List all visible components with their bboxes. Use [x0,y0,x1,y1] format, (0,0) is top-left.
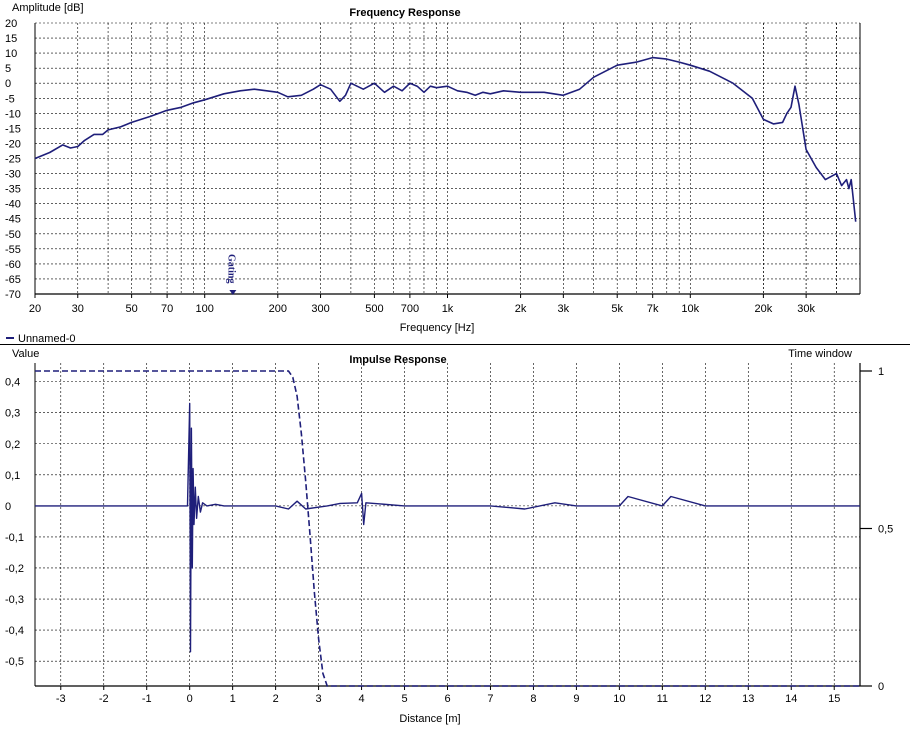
fr-ytick-label: 5 [5,63,11,75]
fr-xtick-label: 700 [401,303,419,315]
fr-ytick-label: -40 [5,199,21,211]
ir-y2tick-label: 0,5 [878,524,893,536]
fr-ytick-label: -20 [5,138,21,150]
ir-ytick-label: 0 [5,501,11,513]
frequency-response-chart: 20151050-5-10-15-20-25-30-35-40-45-50-55… [5,2,861,345]
fr-ytick-label: 15 [5,33,17,45]
fr-ytick-label: -50 [5,229,21,241]
ir-ytick-label: 0,4 [5,377,20,389]
fr-xtick-label: 7k [647,303,659,315]
ir-y2tick-label: 1 [878,366,884,378]
ir-xtick-label: 1 [230,693,236,705]
ir-ytick-label: -0,3 [5,594,24,606]
ir-xtick-label: 5 [401,693,407,705]
legend-entry: Unnamed-0 [18,333,75,345]
ir-xtick-label: 12 [699,693,711,705]
ir-xtick-label: 14 [785,693,797,705]
fr-ytick-label: -35 [5,184,21,196]
impulse-response-chart: -3 -2 -1 0 1 2 3 4 5 6 7 8 9 10 11 12 13 14 150,40,30,20,1… [5,348,893,725]
fr-xtick-label: 50 [125,303,137,315]
fr-xtick-label: 20k [755,303,773,315]
fr-xtick-label: 70 [161,303,173,315]
ir-xtick-label: -3 [56,693,66,705]
fr-xtick-label: 300 [311,303,329,315]
fr-ytick-label: -30 [5,169,21,181]
ir-xtick-label: 0 [187,693,193,705]
ir-xtick-label: 8 [530,693,536,705]
fr-xtick-label: 3k [558,303,570,315]
fr-ytick-label: 20 [5,18,17,30]
ir-title: Impulse Response [349,354,446,366]
ir-xtick-label: 15 [828,693,840,705]
ir-xtick-label: 11 [657,693,668,705]
fr-xtick-label: 5k [611,303,623,315]
chart-separator [0,344,910,345]
fr-ytick-label: -60 [5,259,21,271]
fr-ytick-label: -15 [5,123,21,135]
ir-ytick-label: -0,4 [5,625,24,637]
ir-xtick-label: -1 [142,693,152,705]
ir-y2tick-label: 0 [878,681,884,693]
fr-ytick-label: -55 [5,244,21,256]
ir-ytick-label: 0,2 [5,439,20,451]
ir-xtick-label: 7 [487,693,493,705]
fr-ytick-label: -70 [5,289,21,301]
fr-xtick-label: 30 [72,303,84,315]
gating-annotation: Gating [225,254,236,283]
fr-xtick-label: 10k [681,303,699,315]
fr-xtick-label: 500 [365,303,383,315]
ir-ytick-label: -0,5 [5,656,24,668]
fr-ytick-label: 0 [5,78,11,90]
fr-xtick-label: 200 [269,303,287,315]
fr-ytick-label: -10 [5,108,21,120]
ir-xtick-label: 9 [573,693,579,705]
ir-ytick-label: 0,1 [5,470,20,482]
fr-ytick-label: -65 [5,274,21,286]
fr-xtick-label: 100 [196,303,214,315]
fr-ytick-label: -25 [5,154,21,166]
ir-xtick-label: -2 [99,693,109,705]
ir-ytick-label: -0,1 [5,532,24,544]
ir-xlabel: Distance [m] [399,713,460,725]
fr-xlabel: Frequency [Hz] [400,322,475,334]
impulse-line [35,402,860,653]
ir-xtick-label: 6 [444,693,450,705]
fr-xtick-label: 1k [442,303,454,315]
fr-title: Frequency Response [349,7,460,19]
ir-ylabel: Value [12,348,39,360]
ir-xtick-label: 2 [273,693,279,705]
ir-xtick-label: 13 [742,693,754,705]
ir-ytick-label: -0,2 [5,563,24,575]
ir-ytick-label: 0,3 [5,408,20,420]
fr-ytick-label: 10 [5,48,17,60]
fr-xtick-label: 2k [515,303,527,315]
ir-xtick-label: 4 [359,693,365,705]
fr-ylabel: Amplitude [dB] [12,2,84,14]
fr-series-line [34,56,857,222]
fr-ytick-label: -5 [5,93,15,105]
ir-xtick-label: 3 [316,693,322,705]
ir-xtick-label: 10 [613,693,625,705]
gating-marker-icon [229,290,237,295]
ir-y2label: Time window [788,348,852,360]
time-window-line [35,370,860,687]
fr-xtick-label: 20 [29,303,41,315]
fr-ytick-label: -45 [5,214,21,226]
fr-xtick-label: 30k [797,303,815,315]
